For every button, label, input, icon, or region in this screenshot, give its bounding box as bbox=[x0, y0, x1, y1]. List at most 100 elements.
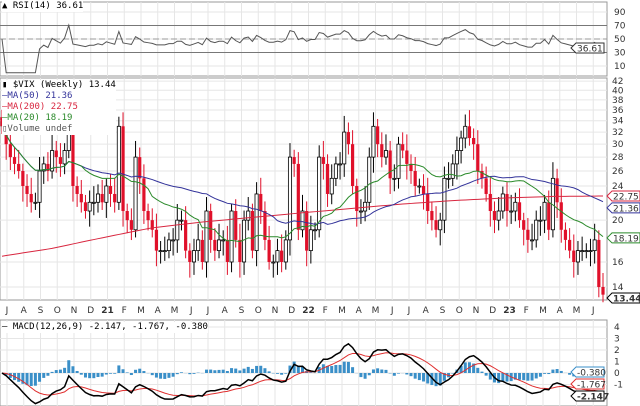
macd-histogram-bar bbox=[4, 373, 8, 376]
x-tick-label: S bbox=[239, 306, 245, 316]
x-tick-label: M bbox=[338, 306, 346, 316]
macd-histogram-bar bbox=[346, 361, 350, 373]
y-tick-label: 14 bbox=[612, 283, 624, 293]
candle-body bbox=[121, 126, 125, 212]
x-tick-label: O bbox=[54, 306, 61, 316]
macd-histogram-bar bbox=[121, 369, 125, 373]
macd-histogram-bar bbox=[67, 360, 71, 373]
macd-histogram-bar bbox=[338, 364, 342, 373]
x-tick-label: J bbox=[407, 306, 411, 316]
candle-body bbox=[250, 211, 255, 251]
macd-histogram-bar bbox=[543, 373, 547, 374]
macd-histogram-bar bbox=[376, 368, 380, 373]
y-tick-label: 16 bbox=[612, 258, 624, 268]
candle-body bbox=[283, 239, 288, 263]
candle-body bbox=[275, 250, 280, 263]
ma20-tag-box bbox=[606, 232, 640, 244]
macd-histogram-bar bbox=[8, 373, 12, 378]
macd-histogram-bar bbox=[321, 364, 325, 373]
macd-histogram-bar bbox=[422, 373, 426, 382]
candle-body bbox=[547, 202, 551, 230]
y-tick-label: 20 bbox=[612, 216, 624, 226]
y-tick-label: 42 bbox=[612, 77, 623, 87]
macd-histogram-bar bbox=[213, 370, 217, 373]
macd-histogram-bar bbox=[326, 365, 330, 373]
macd-histogram-bar bbox=[488, 373, 492, 380]
x-tick-label: A bbox=[21, 306, 28, 316]
macd-histogram-bar bbox=[238, 370, 242, 373]
candle-body bbox=[209, 211, 213, 240]
macd-histogram-bar bbox=[459, 365, 463, 373]
candle-body bbox=[259, 193, 263, 212]
x-tick-label: A bbox=[423, 306, 430, 316]
x-tick-label: A bbox=[222, 306, 229, 316]
macd-histogram-bar bbox=[484, 373, 488, 376]
candle-body bbox=[171, 239, 176, 242]
macd-histogram-bar bbox=[284, 373, 288, 374]
candle-body bbox=[421, 185, 426, 194]
x-tick-label: M bbox=[372, 306, 380, 316]
candle-body bbox=[213, 239, 217, 251]
candle-body bbox=[454, 150, 459, 165]
candle-body bbox=[229, 210, 234, 263]
candle-body bbox=[463, 125, 468, 139]
macd-histogram-bar bbox=[58, 369, 62, 373]
candle-body bbox=[162, 250, 167, 253]
candle-body bbox=[476, 144, 480, 171]
macd-histogram-bar bbox=[438, 373, 442, 386]
candle-body bbox=[21, 170, 25, 186]
x-tick-label: N bbox=[272, 306, 279, 316]
macd-legend: — MACD(12,26,9) -2.147, -1.767, -0.380 bbox=[2, 322, 208, 333]
macd-tick-label: 4 bbox=[614, 323, 620, 333]
macd-histogram-bar bbox=[33, 373, 37, 386]
macd-histogram-bar bbox=[54, 370, 58, 373]
macd-histogram-bar bbox=[263, 368, 267, 373]
y-tick-label: 38 bbox=[612, 96, 624, 106]
candle-body bbox=[438, 219, 443, 231]
macd-histogram-bar bbox=[526, 373, 530, 381]
macd-histogram-bar bbox=[480, 371, 484, 373]
macd-histogram-bar bbox=[426, 373, 430, 384]
macd-histogram-bar bbox=[530, 373, 534, 381]
macd-histogram-bar bbox=[129, 373, 133, 376]
macd-histogram-bar bbox=[451, 373, 455, 374]
candle-body bbox=[113, 193, 117, 203]
x-tick-label: F bbox=[323, 306, 328, 316]
macd-histogram-bar bbox=[513, 373, 517, 380]
candle-body bbox=[588, 250, 593, 253]
last-price-tag: 13.44 bbox=[613, 295, 640, 305]
macd-histogram-bar bbox=[163, 373, 167, 379]
x-tick-label: S bbox=[38, 306, 44, 316]
macd-histogram-bar bbox=[522, 373, 526, 381]
macd-histogram-bar bbox=[380, 369, 384, 373]
candle-body bbox=[50, 150, 55, 172]
macd-histogram-bar bbox=[330, 366, 334, 373]
candle-body bbox=[376, 126, 380, 145]
candle-body bbox=[246, 210, 251, 221]
candle-body bbox=[308, 229, 313, 252]
candle-body bbox=[338, 163, 343, 166]
macd-histogram-bar bbox=[104, 373, 108, 375]
macd-histogram-bar bbox=[359, 373, 363, 378]
x-tick-label: F bbox=[122, 306, 127, 316]
y-tick-label: 26 bbox=[612, 167, 624, 177]
candle-body bbox=[592, 239, 597, 252]
candle-body bbox=[133, 156, 138, 231]
candle-body bbox=[79, 193, 83, 203]
x-tick-label: O bbox=[456, 306, 463, 316]
macd-histogram-bar bbox=[92, 373, 96, 379]
ma200-line bbox=[1, 195, 604, 257]
macd-histogram-bar bbox=[50, 371, 54, 373]
macd-histogram-bar bbox=[367, 373, 371, 376]
candle-body bbox=[296, 163, 300, 230]
candle-body bbox=[116, 125, 121, 203]
candle-body bbox=[191, 250, 196, 263]
rsi-icon: ▲ bbox=[2, 1, 8, 11]
macd-histogram-bar bbox=[417, 373, 421, 381]
candle-body bbox=[597, 239, 601, 287]
macd-histogram-bar bbox=[221, 369, 225, 373]
candle-body bbox=[91, 201, 96, 204]
x-tick-label: 23 bbox=[503, 306, 516, 316]
